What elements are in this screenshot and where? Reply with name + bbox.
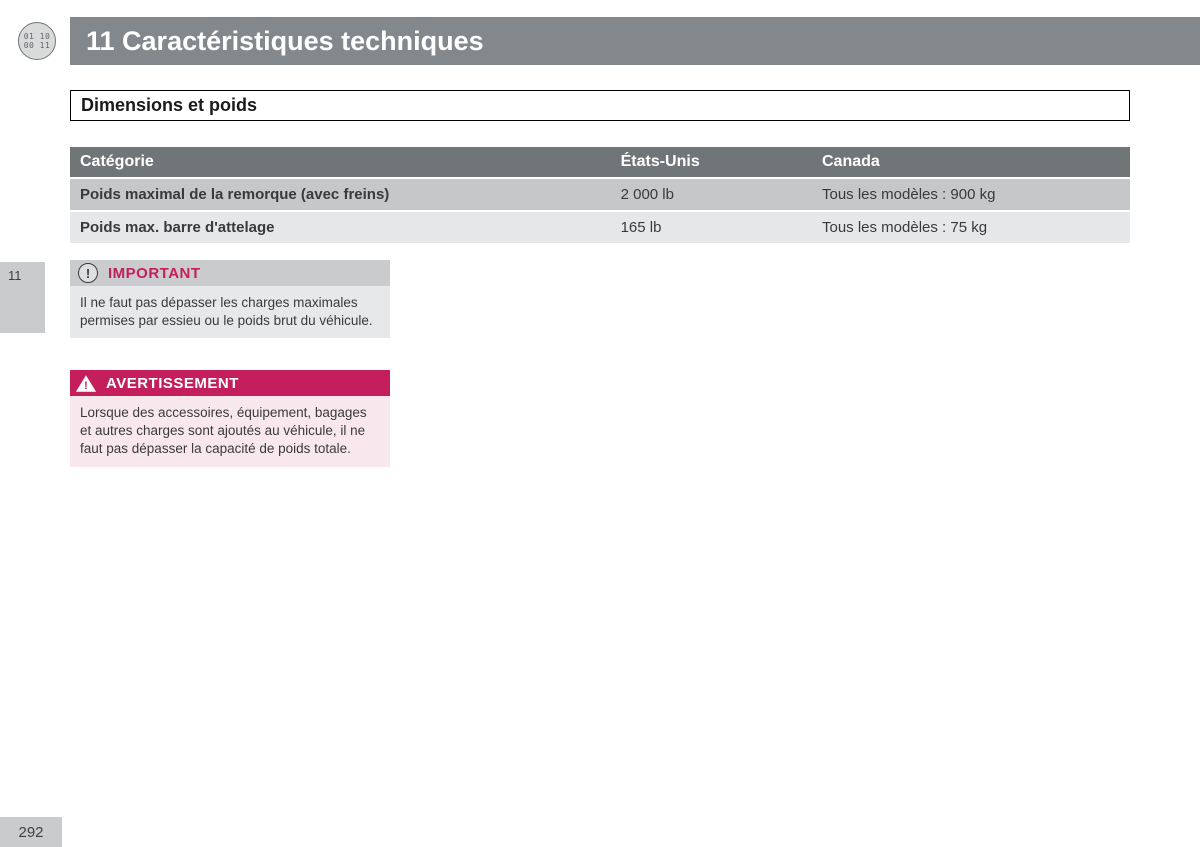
warning-callout: ! AVERTISSEMENT Lorsque des accessoires,… bbox=[70, 370, 390, 467]
chapter-title: 11 Caractéristiques techniques bbox=[86, 26, 484, 57]
col-header-us: États-Unis bbox=[611, 147, 812, 178]
cell-us: 2 000 lb bbox=[611, 178, 812, 211]
specs-table: Catégorie États-Unis Canada Poids maxima… bbox=[70, 147, 1130, 243]
section-title: Dimensions et poids bbox=[81, 95, 257, 115]
cell-category: Poids max. barre d'attelage bbox=[70, 211, 611, 243]
table-row: Poids max. barre d'attelage 165 lb Tous … bbox=[70, 211, 1130, 243]
chapter-header: 11 Caractéristiques techniques bbox=[70, 17, 1200, 65]
table-row: Poids maximal de la remorque (avec frein… bbox=[70, 178, 1130, 211]
binary-line-2: 00 11 bbox=[24, 41, 51, 50]
binary-line-1: 01 10 bbox=[24, 32, 51, 41]
page-number: 292 bbox=[18, 824, 43, 841]
warning-body: Lorsque des accessoires, équipement, bag… bbox=[70, 396, 390, 467]
important-title: IMPORTANT bbox=[108, 265, 201, 282]
binary-circle-icon: 01 10 00 11 bbox=[18, 22, 56, 60]
warning-triangle-icon: ! bbox=[74, 373, 98, 393]
side-chapter-tab: 11 bbox=[0, 262, 45, 333]
exclamation-circle-icon: ! bbox=[78, 263, 98, 283]
table-header-row: Catégorie États-Unis Canada bbox=[70, 147, 1130, 178]
important-callout: ! IMPORTANT Il ne faut pas dépasser les … bbox=[70, 260, 390, 338]
section-title-box: Dimensions et poids bbox=[70, 90, 1130, 121]
col-header-category: Catégorie bbox=[70, 147, 611, 178]
cell-canada: Tous les modèles : 900 kg bbox=[812, 178, 1130, 211]
svg-text:!: ! bbox=[84, 380, 88, 392]
cell-canada: Tous les modèles : 75 kg bbox=[812, 211, 1130, 243]
important-body: Il ne faut pas dépasser les charges maxi… bbox=[70, 286, 390, 338]
warning-title: AVERTISSEMENT bbox=[106, 375, 239, 392]
cell-us: 165 lb bbox=[611, 211, 812, 243]
page-number-badge: 292 bbox=[0, 817, 62, 847]
col-header-canada: Canada bbox=[812, 147, 1130, 178]
side-tab-number: 11 bbox=[8, 268, 22, 283]
warning-header: ! AVERTISSEMENT bbox=[70, 370, 390, 396]
cell-category: Poids maximal de la remorque (avec frein… bbox=[70, 178, 611, 211]
important-header: ! IMPORTANT bbox=[70, 260, 390, 286]
